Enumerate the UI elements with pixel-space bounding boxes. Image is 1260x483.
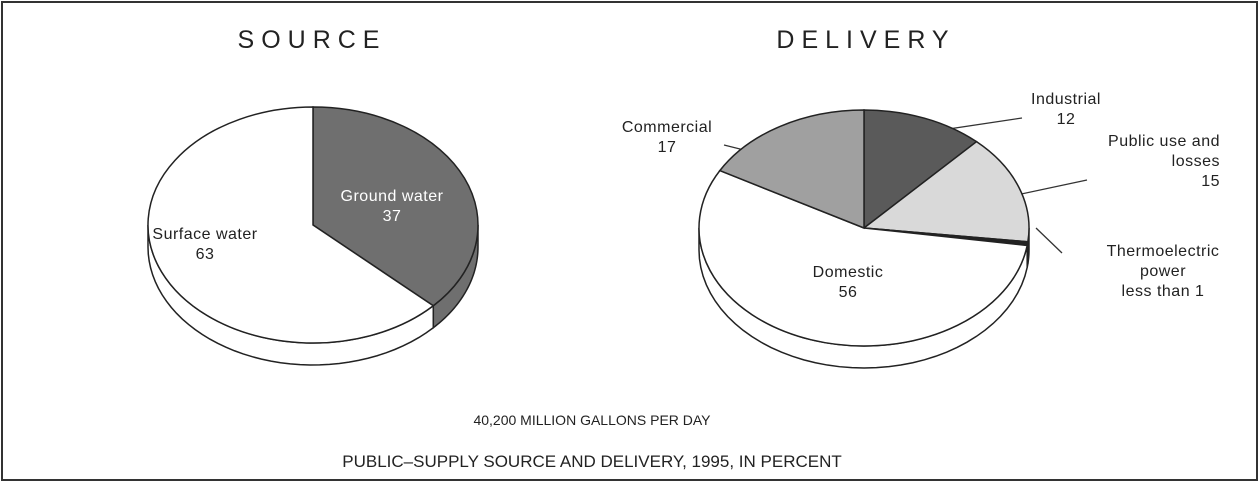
slice-label: Public use and losses 15 — [1100, 132, 1220, 192]
slice-value: 63 — [195, 246, 215, 263]
pie-slice — [147, 106, 435, 344]
slice-name: Ground water — [340, 188, 444, 205]
slice-label: Thermoelectric power less than 1 — [1098, 242, 1228, 302]
slice-name: Thermoelectric power — [1106, 243, 1220, 280]
pie-slice — [698, 169, 1029, 347]
pie-slice — [312, 106, 479, 307]
slice-label: Surface water 63 — [130, 225, 280, 265]
slice-value: less than 1 — [1121, 283, 1205, 300]
leader-line — [1035, 227, 1063, 254]
slice-value: 56 — [838, 284, 858, 301]
note: 40,200 MILLION GALLONS PER DAY — [473, 412, 711, 428]
chart-title: SOURCE — [237, 26, 387, 54]
slice-name: Surface water — [152, 226, 258, 243]
slice-label: Domestic 56 — [778, 263, 918, 303]
leader-line — [1011, 179, 1088, 197]
slice-name: Public use and losses — [1108, 133, 1220, 170]
slice-label: Industrial 12 — [1006, 90, 1126, 130]
slice-name: Industrial — [1031, 91, 1101, 108]
pie-slice — [862, 140, 1030, 243]
slice-label: Ground water 37 — [317, 187, 467, 227]
slice-name: Commercial — [621, 119, 713, 136]
slice-value: 15 — [1201, 173, 1220, 190]
slice-value: 37 — [382, 208, 402, 225]
chart-title: DELIVERY — [776, 26, 956, 54]
slice-label: Commercial 17 — [602, 118, 732, 158]
slice-value: 12 — [1056, 111, 1076, 128]
pie-slice — [863, 109, 978, 230]
caption: PUBLIC–SUPPLY SOURCE AND DELIVERY, 1995,… — [342, 452, 842, 471]
pie-slice — [718, 109, 865, 230]
slice-name: Domestic — [812, 264, 884, 281]
slice-value: 17 — [657, 139, 677, 156]
